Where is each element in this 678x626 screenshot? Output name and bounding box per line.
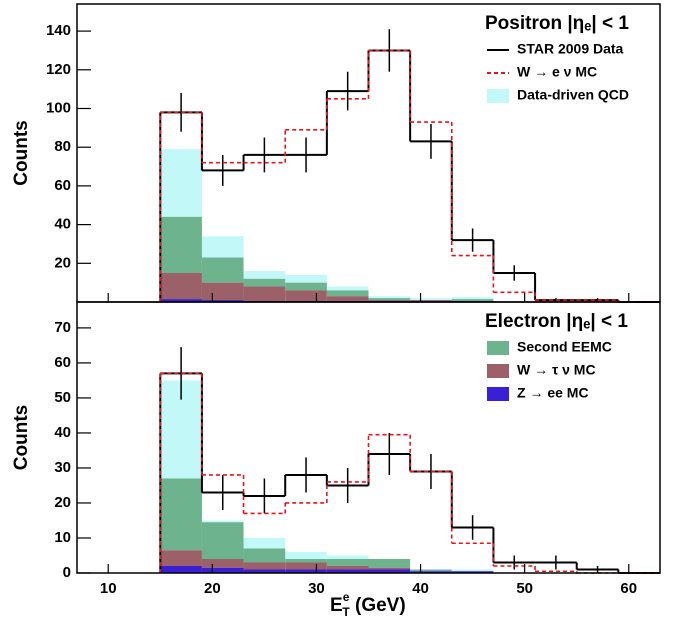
stack-bar	[326, 286, 369, 291]
legend-label: Data-driven QCD	[517, 87, 629, 103]
y-tick-label: 140	[46, 22, 71, 39]
stack-bar	[368, 300, 411, 302]
x-tick-label: 20	[204, 580, 221, 597]
y-tick-label: 50	[54, 389, 71, 406]
stack-bar	[243, 569, 286, 573]
y-tick-label: 100	[46, 99, 71, 116]
stack-bar	[285, 290, 327, 302]
stack-bar	[285, 558, 327, 563]
x-tick-label: 30	[308, 580, 325, 597]
plot-frame	[76, 301, 661, 574]
stack-bar	[410, 300, 452, 302]
x-tick-label: 10	[100, 580, 117, 597]
stack-bar	[160, 565, 202, 573]
stack-bar	[285, 562, 327, 570]
legend-label: Z → ee MC	[517, 385, 589, 401]
stack-bar	[160, 272, 202, 300]
stack-bar	[201, 236, 244, 258]
stack-bar	[243, 271, 286, 279]
stack-bar	[285, 569, 327, 573]
stack-bar	[285, 551, 327, 559]
legend-swatch	[487, 387, 509, 401]
y-tick-label: 30	[54, 459, 71, 476]
stack-bar	[326, 555, 369, 559]
y-tick-label: 120	[46, 61, 71, 78]
stack-bar	[201, 300, 244, 302]
stack-bar	[326, 290, 369, 297]
stack-bar	[326, 558, 369, 566]
y-tick-label: 20	[54, 494, 71, 511]
x-label-unit: (GeV)	[350, 595, 406, 616]
stack-bar	[285, 282, 327, 291]
stack-bar	[410, 298, 452, 301]
legend-title: Positron |ηₑ| < 1	[485, 13, 629, 34]
stack-bar	[160, 216, 202, 273]
stack-bar	[201, 567, 244, 573]
stack-bar	[243, 548, 286, 563]
stack-bar	[368, 567, 411, 570]
stack-bar	[201, 558, 244, 568]
y-tick-label: 0	[63, 564, 71, 581]
stack-bar	[326, 569, 369, 573]
stack-bar	[160, 149, 202, 217]
x-label-sub: T	[342, 605, 350, 619]
stack-bar	[410, 571, 452, 573]
stack-bar	[451, 569, 494, 572]
legend-swatch	[487, 89, 509, 103]
x-tick-label: 40	[412, 580, 429, 597]
stack-bar	[368, 298, 411, 301]
legend-swatch	[487, 364, 509, 378]
y-tick-label: 70	[54, 319, 71, 336]
y-axis-label: Counts	[11, 405, 32, 470]
y-axis-label: Counts	[11, 120, 32, 185]
y-tick-label: 60	[54, 177, 71, 194]
stack-bar	[201, 282, 244, 301]
stack-bar	[243, 278, 286, 287]
stack-bar	[326, 296, 369, 302]
legend-label: W → e ν MC	[517, 64, 597, 80]
legend-label: STAR 2009 Data	[517, 41, 624, 57]
stack-bar	[368, 558, 411, 568]
stack-bar	[368, 296, 411, 299]
y-tick-label: 20	[54, 254, 71, 271]
y-tick-label: 80	[54, 138, 71, 155]
y-tick-label: 10	[54, 529, 71, 546]
stack-bar	[243, 286, 286, 302]
x-label-sup: e	[343, 590, 350, 604]
stack-bar	[451, 297, 494, 300]
stack-bar	[451, 299, 494, 302]
legend-title: Electron |ηₑ| < 1	[485, 311, 628, 332]
stack-bar	[201, 257, 244, 283]
stack-bar	[410, 569, 452, 572]
stack-bar	[243, 562, 286, 570]
stack-bar	[160, 478, 202, 551]
x-axis-label: Ee T (GeV)	[330, 590, 406, 619]
x-tick-label: 60	[620, 580, 637, 597]
x-label-base: E	[330, 595, 343, 616]
stack-bar	[160, 550, 202, 566]
y-tick-label: 40	[54, 424, 71, 441]
legend-swatch	[487, 341, 509, 355]
stack-bar	[160, 299, 202, 302]
y-tick-label: 60	[54, 354, 71, 371]
stack-bar	[285, 274, 327, 283]
legend-label: Second EEMC	[517, 339, 612, 355]
stack-bar	[368, 569, 411, 573]
stack-bar	[451, 571, 494, 573]
legend-label: W → τ ν MC	[517, 362, 596, 378]
x-tick-label: 50	[516, 580, 533, 597]
stack-bar	[201, 522, 244, 559]
stack-bar	[243, 537, 286, 549]
y-tick-label: 40	[54, 216, 71, 233]
stack-bar	[201, 520, 244, 523]
stack-bar	[326, 565, 369, 570]
